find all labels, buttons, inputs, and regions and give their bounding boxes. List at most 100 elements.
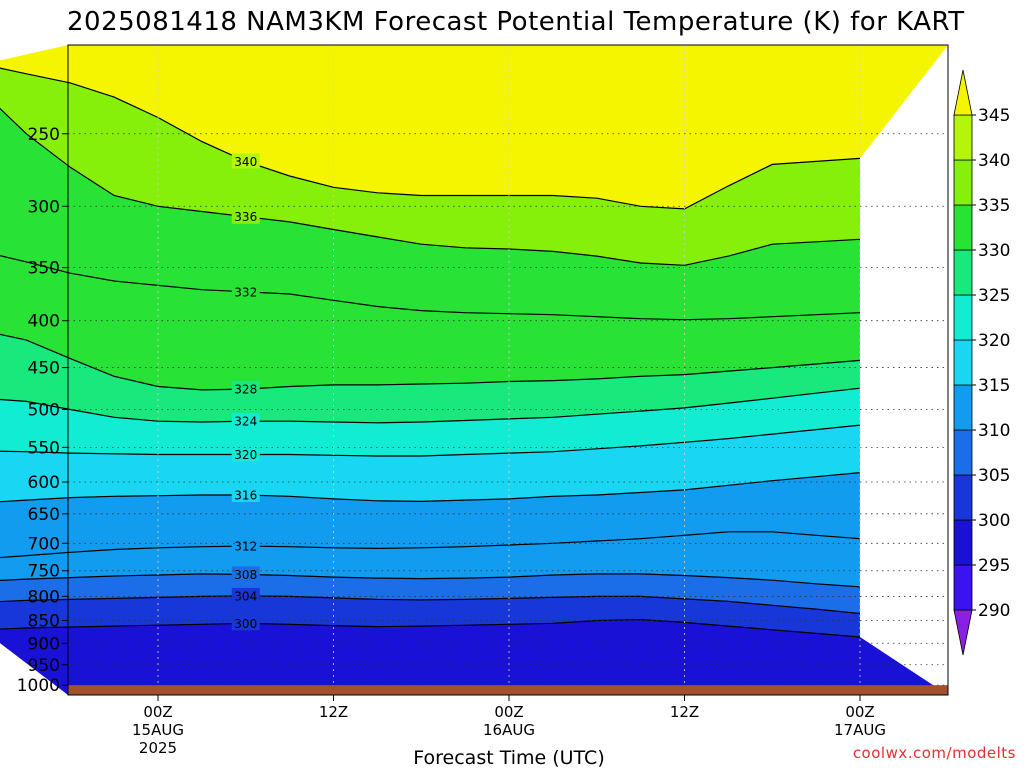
- isentrope-label-bg-316: [231, 487, 260, 503]
- isentrope-label-304: 304: [234, 589, 257, 603]
- colorbar-swatch-1: [953, 564, 973, 611]
- theta-field: [0, 45, 948, 695]
- y-tick-label-850: 850: [28, 612, 60, 632]
- y-tick-label-600: 600: [28, 473, 60, 493]
- colorbar-swatch-9: [953, 204, 973, 251]
- isentrope-label-bg-304: [231, 587, 260, 603]
- theta-band-302: [0, 595, 860, 637]
- y-tick-label-700: 700: [28, 534, 60, 554]
- colorbar-swatch-7: [953, 294, 973, 341]
- theta-band-338: [0, 68, 860, 266]
- isentrope-label-332: 332: [234, 285, 257, 299]
- theta-band-326: [0, 334, 860, 423]
- colorbar-swatch-11: [953, 114, 973, 161]
- isentrope-308: [0, 573, 861, 588]
- theta-band-330: [0, 255, 860, 390]
- ground-surface: [68, 685, 948, 695]
- isentrope-label-340: 340: [234, 155, 257, 169]
- y-tick-label-900: 900: [28, 634, 60, 654]
- isentrope-label-bg-340: [231, 153, 260, 169]
- x-tick-label-42-0: 12Z: [670, 703, 699, 721]
- x-tick-label-54-0: 00Z: [845, 703, 874, 721]
- colorbar-label-295: 295: [978, 556, 1010, 576]
- x-tick-label-6-0: 00Z: [143, 703, 172, 721]
- colorbar-swatch-6: [953, 339, 973, 386]
- isentrope-label-bg-332: [231, 283, 260, 299]
- y-tick-label-650: 650: [28, 505, 60, 525]
- colorbar-label-340: 340: [978, 151, 1010, 171]
- theta-band-314: [0, 472, 860, 558]
- y-tick-label-300: 300: [28, 197, 60, 217]
- y-tick-label-1000: 1000: [17, 676, 60, 696]
- y-tick-label-450: 450: [28, 359, 60, 379]
- y-tick-label-800: 800: [28, 587, 60, 607]
- grid-lines: [68, 45, 948, 695]
- credit-text: coolwx.com/modelts: [853, 744, 1016, 762]
- isentrope-label-bg-328: [231, 381, 260, 397]
- x-tick-label-6-2: 2025: [139, 739, 177, 757]
- colorbar-label-335: 335: [978, 196, 1010, 216]
- isentrope-304: [0, 595, 861, 615]
- isentrope-label-bg-324: [231, 413, 260, 429]
- colorbar-swatch-4: [953, 429, 973, 476]
- colorbar-label-305: 305: [978, 466, 1010, 486]
- isentrope-316: [0, 472, 861, 503]
- surface-band: [68, 685, 948, 695]
- isentrope-label-320: 320: [234, 448, 257, 462]
- theta-band-306: [0, 573, 860, 614]
- colorbar-label-345: 345: [978, 106, 1010, 126]
- colorbar-swatch-3: [953, 474, 973, 521]
- isentrope-label-316: 316: [234, 489, 257, 503]
- plot-frame: [67, 44, 949, 696]
- x-tick-label-30-0: 00Z: [494, 703, 523, 721]
- theta-band-334: [0, 108, 860, 320]
- colorbar-label-310: 310: [978, 421, 1010, 441]
- x-axis-title: Forecast Time (UTC): [413, 747, 604, 768]
- theta-band-298: [0, 619, 948, 695]
- isentrope-label-328: 328: [234, 383, 257, 397]
- colorbar-label-325: 325: [978, 286, 1010, 306]
- isentrope-label-bg-336: [231, 208, 260, 224]
- isentrope-320: [0, 424, 861, 457]
- x-tick-label-18-0: 12Z: [319, 703, 348, 721]
- isentrope-label-bg-312: [231, 538, 260, 554]
- isentrope-332: [0, 254, 861, 321]
- colorbar-label-300: 300: [978, 511, 1010, 531]
- isentrope-lines: 300 304 308 312 316 320 324 328 332 336 340: [0, 67, 861, 638]
- isentrope-label-bg-320: [231, 446, 260, 462]
- isentrope-324: [0, 387, 861, 424]
- pressure-axis: 2503003504004505005506006507007508008509…: [17, 125, 68, 696]
- theta-band-346: [0, 45, 948, 209]
- isentrope-336: [0, 107, 861, 266]
- isentrope-328: [0, 333, 861, 391]
- chart-title: 2025081418 NAM3KM Forecast Potential Tem…: [67, 7, 965, 37]
- colorbar-swatch-12: [953, 69, 973, 116]
- x-tick-label-6-1: 15AUG: [132, 721, 184, 739]
- y-tick-label-550: 550: [28, 438, 60, 458]
- isentrope-300: [0, 618, 861, 638]
- x-tick-label-54-1: 17AUG: [834, 721, 886, 739]
- colorbar-swatch-8: [953, 249, 973, 296]
- theta-band-318: [0, 425, 860, 502]
- isentrope-label-336: 336: [234, 210, 257, 224]
- colorbar-label-320: 320: [978, 331, 1010, 351]
- y-tick-label-250: 250: [28, 125, 60, 145]
- y-tick-label-400: 400: [28, 312, 60, 332]
- y-tick-label-750: 750: [28, 562, 60, 582]
- colorbar-label-290: 290: [978, 601, 1010, 621]
- colorbar-label-330: 330: [978, 241, 1010, 261]
- theta-band-310: [0, 531, 860, 587]
- isentrope-label-300: 300: [234, 617, 257, 631]
- x-tick-label-30-1: 16AUG: [483, 721, 535, 739]
- colorbar-swatch-2: [953, 519, 973, 566]
- isentrope-340: [0, 67, 861, 210]
- colorbar-swatch-5: [953, 384, 973, 431]
- isentrope-label-312: 312: [234, 540, 257, 554]
- plot-border: [67, 44, 949, 696]
- y-tick-label-950: 950: [28, 656, 60, 676]
- colorbar-swatch-0: [953, 609, 973, 656]
- colorbar-swatch-10: [953, 159, 973, 206]
- isentrope-312: [0, 531, 861, 559]
